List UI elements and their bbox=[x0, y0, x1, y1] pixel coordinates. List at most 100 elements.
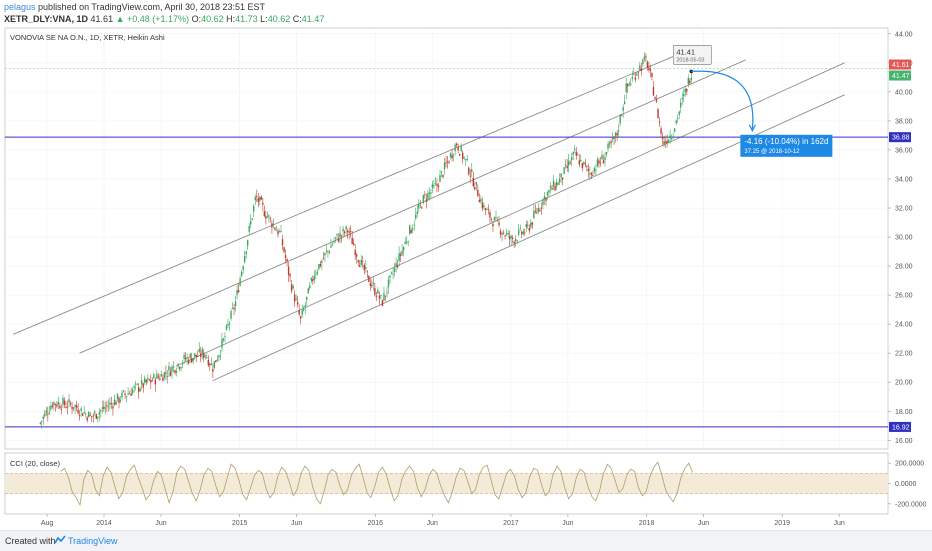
candle-body bbox=[498, 222, 500, 226]
candle-body bbox=[50, 406, 52, 410]
candle-body bbox=[66, 406, 69, 408]
candle-body bbox=[289, 274, 291, 277]
candle-body bbox=[587, 168, 590, 171]
candle-body bbox=[290, 284, 293, 291]
candle-body bbox=[457, 146, 459, 151]
price-tag-box bbox=[889, 132, 911, 143]
candle-body bbox=[44, 413, 46, 417]
candle-body bbox=[445, 162, 447, 164]
candle-body bbox=[336, 233, 338, 236]
candle-body bbox=[215, 360, 217, 363]
x-tick-label: 2018 bbox=[639, 520, 655, 527]
candle-body bbox=[513, 241, 515, 244]
tradingview-brand-link[interactable]: TradingView bbox=[68, 536, 118, 546]
candle-body bbox=[239, 278, 241, 286]
candle-body bbox=[548, 190, 550, 193]
candle-body bbox=[598, 160, 600, 164]
cci-line bbox=[60, 461, 694, 507]
candle-body bbox=[580, 159, 582, 162]
candle-body bbox=[206, 357, 208, 358]
candle-body bbox=[398, 253, 400, 261]
candle-body bbox=[474, 187, 476, 190]
candle-body bbox=[134, 383, 137, 385]
projection-change-text: -4.16 (-10.04%) in 162d bbox=[744, 137, 828, 146]
candle-body bbox=[416, 211, 418, 214]
candle-body bbox=[489, 212, 491, 218]
tradingview-logo-icon[interactable] bbox=[54, 535, 66, 545]
cci-title: CCI (20, close) bbox=[10, 459, 61, 468]
candle-body bbox=[324, 253, 326, 256]
candle-body bbox=[658, 121, 661, 123]
candle-body bbox=[359, 265, 361, 268]
candle-body bbox=[339, 232, 341, 238]
candle-body bbox=[95, 414, 97, 419]
candle-body bbox=[253, 205, 255, 212]
candle-body bbox=[616, 133, 618, 136]
candle-body bbox=[569, 163, 571, 165]
price-tag-label: 41.47 bbox=[892, 73, 910, 80]
candle-body bbox=[387, 279, 390, 288]
candle-body bbox=[269, 218, 272, 219]
candle-body bbox=[657, 109, 659, 119]
candle-body bbox=[592, 175, 594, 176]
close-label: C: bbox=[292, 14, 302, 24]
candle-body bbox=[298, 310, 300, 315]
candle-body bbox=[549, 185, 552, 188]
candle-body bbox=[683, 93, 685, 97]
candle-body bbox=[475, 181, 478, 185]
candle-body bbox=[481, 202, 484, 209]
candle-body bbox=[166, 376, 169, 377]
candle-body bbox=[303, 308, 305, 311]
candle-body bbox=[363, 264, 365, 271]
candle-body bbox=[577, 154, 579, 156]
candle-body bbox=[661, 137, 664, 139]
chart-canvas[interactable]: 44.0042.0040.0038.0036.0034.0032.0030.00… bbox=[0, 0, 932, 530]
candle-body bbox=[530, 222, 532, 228]
y-tick-label: 16.00 bbox=[895, 438, 913, 445]
candle-body bbox=[278, 230, 281, 232]
y-tick-label: 22.00 bbox=[895, 351, 913, 358]
callout-box bbox=[672, 45, 712, 65]
candle-body bbox=[124, 393, 126, 396]
candle-body bbox=[455, 143, 458, 146]
candle-body bbox=[461, 152, 464, 159]
candle-body bbox=[602, 160, 605, 164]
candle-body bbox=[368, 276, 370, 283]
candle-body bbox=[68, 399, 70, 403]
candle-body bbox=[274, 227, 276, 230]
candle-body bbox=[331, 244, 334, 246]
candle-body bbox=[431, 184, 434, 188]
candle-body bbox=[566, 166, 568, 169]
candle-body bbox=[197, 355, 199, 357]
candle-body bbox=[460, 146, 462, 151]
candle-body bbox=[200, 353, 202, 358]
candle-body bbox=[678, 111, 680, 115]
candle-body bbox=[272, 223, 275, 226]
candle-body bbox=[670, 137, 673, 139]
candle-body bbox=[284, 255, 287, 258]
candle-body bbox=[362, 261, 364, 262]
published-text: published on TradingView.com, April 30, … bbox=[38, 2, 266, 12]
candle-body bbox=[490, 218, 493, 220]
candle-body bbox=[304, 305, 306, 308]
candle-body bbox=[561, 177, 564, 180]
candle-body bbox=[449, 153, 452, 158]
candle-body bbox=[325, 251, 328, 252]
author-link[interactable]: pelagus bbox=[4, 2, 36, 12]
candle-body bbox=[283, 247, 285, 252]
cci-tick-label: 200.0000 bbox=[895, 461, 924, 468]
candle-body bbox=[292, 286, 294, 289]
candle-body bbox=[218, 355, 220, 358]
candle-body bbox=[554, 186, 556, 191]
candle-body bbox=[664, 141, 667, 144]
candle-body bbox=[130, 393, 132, 396]
candle-body bbox=[583, 161, 585, 165]
y-tick-label: 38.00 bbox=[895, 118, 913, 125]
candle-body bbox=[516, 240, 518, 242]
candle-body bbox=[605, 151, 608, 155]
candle-body bbox=[487, 208, 490, 210]
candle-body bbox=[103, 406, 105, 409]
candle-body bbox=[505, 233, 508, 235]
candle-body bbox=[380, 295, 382, 297]
candle-body bbox=[543, 195, 546, 200]
